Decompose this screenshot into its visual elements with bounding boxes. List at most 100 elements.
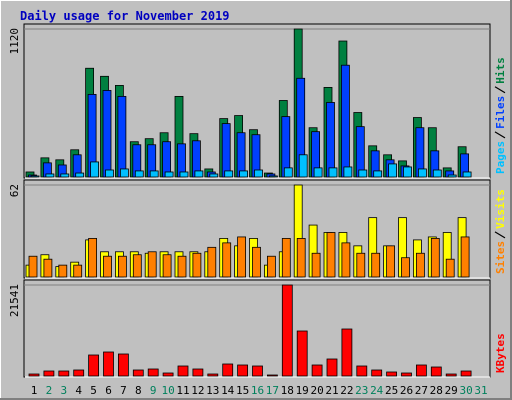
x-tick-label: 17 [266,384,279,397]
bar [88,354,99,377]
bar [445,373,457,377]
panel [23,279,491,378]
bar [460,236,470,278]
x-tick-label: 14 [221,384,235,397]
bar [445,258,455,278]
bar [90,161,99,178]
x-tick-label: 10 [161,384,174,397]
bar [386,371,398,377]
bar [460,370,472,377]
x-tick-label: 12 [191,384,204,397]
bar [207,246,217,278]
bar [401,372,412,377]
chart-title: Daily usage for November 2019 [20,9,230,23]
x-tick-label: 22 [340,384,353,397]
bar [252,365,263,377]
bar [105,169,114,178]
bar [103,351,114,377]
x-tick-label: 8 [135,384,142,397]
bar [296,330,308,377]
x-tick-label: 24 [370,384,384,397]
legend: Pages Files Hits [494,57,507,174]
x-tick-label: 29 [445,384,458,397]
bar [73,264,83,278]
x-tick-label: 16 [251,384,264,397]
bar [254,169,263,178]
x-tick-label: 23 [355,384,368,397]
bar [58,264,68,278]
bar [28,255,38,278]
bar [207,373,219,377]
legend-separator [494,86,506,94]
legend-entry: Pages [494,141,507,174]
bar [164,171,174,178]
x-tick-label: 2 [46,384,53,397]
bar [266,374,278,377]
bar [117,95,127,178]
x-tick-label: 27 [415,384,428,397]
bar [88,238,97,278]
bar [373,170,383,178]
y-tick-label: 21541 [8,284,21,317]
x-tick-label: 11 [176,384,189,397]
bar [430,238,440,278]
x-tick-label: 5 [90,384,97,397]
bar [28,373,40,377]
bar [268,175,278,178]
x-tick-label: 13 [206,384,219,397]
bar [45,173,55,178]
bar [103,255,112,278]
x-tick-label: 15 [236,384,249,397]
bar [266,255,276,278]
legend-separator [494,231,506,239]
bar [30,175,40,178]
x-tick-label: 1 [31,384,38,397]
bar [222,363,234,377]
bar [162,254,172,278]
bar [192,252,202,278]
bar [356,365,368,377]
bar [209,173,219,178]
x-tick-label: 3 [60,384,67,397]
bar [283,167,293,178]
bar [58,370,70,377]
bar [252,246,261,278]
bar [118,353,129,377]
bar [326,232,336,278]
bar [355,126,365,178]
x-tick-label: 18 [281,384,294,397]
x-tick-label: 21 [325,384,338,397]
bar [179,171,189,178]
bar [326,358,338,377]
legend-entry: KBytes [494,333,507,373]
legend-entry: Files [494,96,507,129]
bar [281,238,291,278]
bar [296,238,306,278]
bar [341,328,353,377]
bar [177,255,187,278]
bar [462,171,472,178]
bar [341,242,351,278]
bar [311,364,323,377]
bar [222,242,232,278]
bar [194,170,204,178]
x-tick-label: 28 [430,384,443,397]
bar [343,166,353,178]
bar [430,366,442,377]
bar [102,90,112,178]
bar [386,245,396,278]
bar [43,370,55,377]
y-tick-label: 62 [8,184,21,197]
bar [417,168,427,178]
legend-entry: Visits [494,189,507,229]
bar [132,369,144,377]
x-tick-label: 26 [400,384,413,397]
bar [149,170,159,178]
bar [371,252,381,278]
bar [311,252,321,278]
bar [177,365,189,377]
bar [132,254,142,278]
